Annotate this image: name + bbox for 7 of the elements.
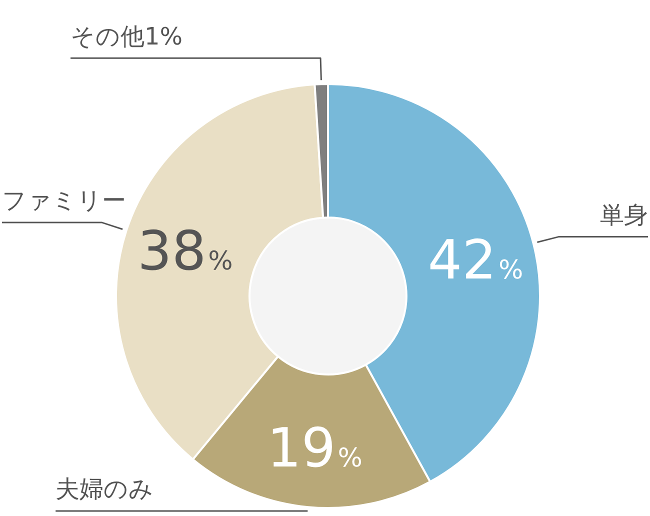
slice-label: 夫婦のみ [56, 475, 154, 504]
slice-label: 単身 [600, 201, 648, 230]
data-label: 38% [137, 219, 233, 282]
slice-label: ファミリー [2, 186, 126, 215]
data-label: 19% [267, 416, 362, 480]
slice-label: その他1% [70, 22, 183, 50]
data-label: 42% [428, 228, 524, 292]
